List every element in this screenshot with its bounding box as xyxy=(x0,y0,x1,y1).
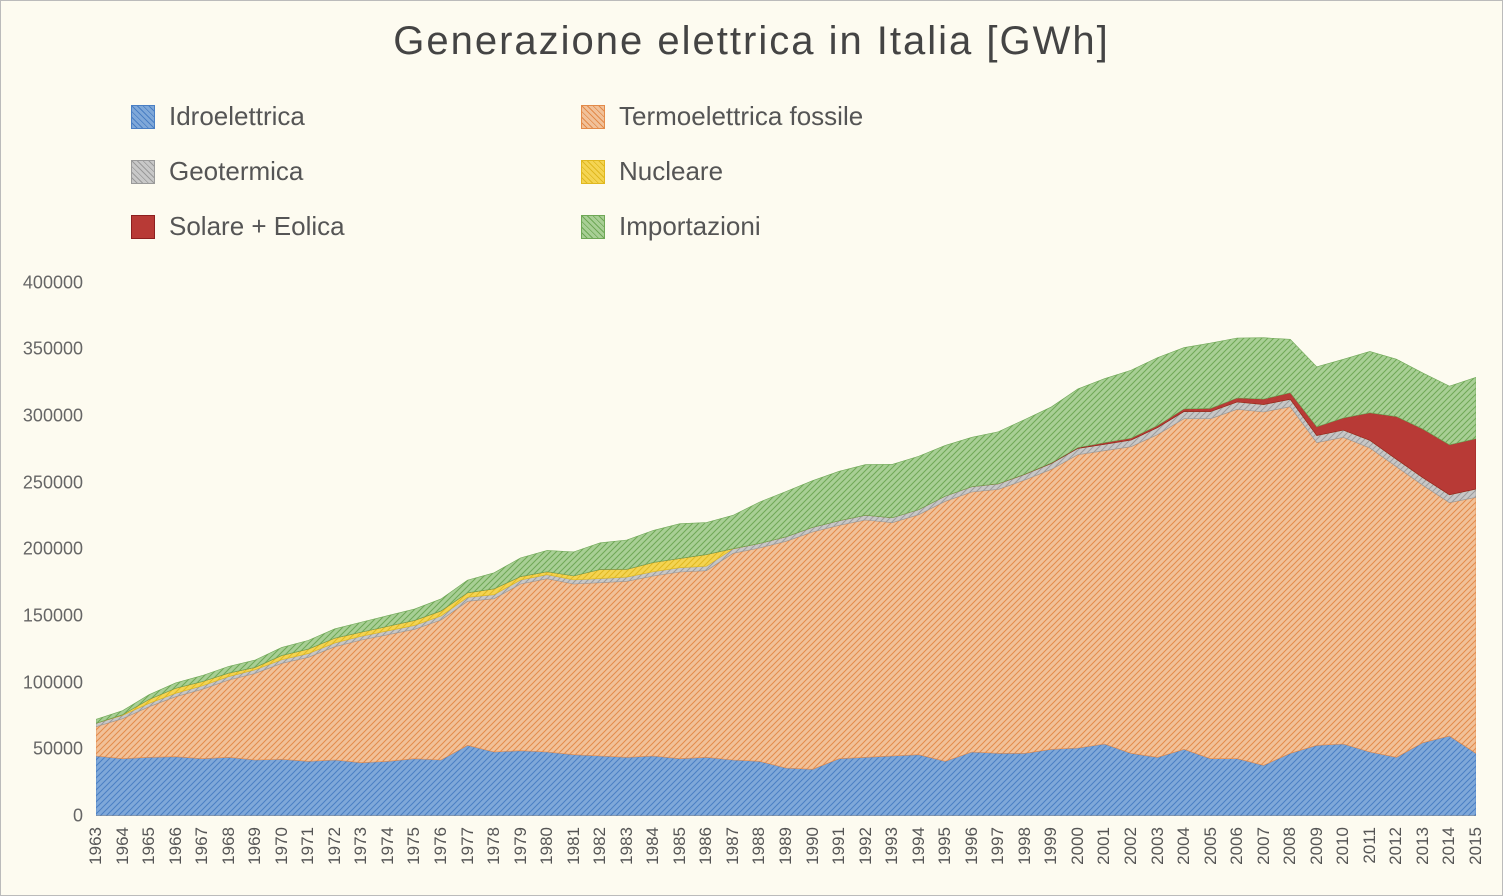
swatch-solare-eolica xyxy=(131,215,155,239)
x-tick-label: 2005 xyxy=(1201,827,1221,865)
x-tick-label: 1995 xyxy=(935,827,955,865)
legend-label: Termoelettrica fossile xyxy=(619,101,863,132)
x-tick-label: 1978 xyxy=(484,827,504,865)
x-tick-label: 2002 xyxy=(1121,827,1141,865)
legend-item-idroelettrica: Idroelettrica xyxy=(131,101,511,132)
x-tick-label: 1972 xyxy=(325,827,345,865)
swatch-importazioni xyxy=(581,215,605,239)
x-tick-label: 1971 xyxy=(298,827,318,865)
x-tick-label: 2009 xyxy=(1307,827,1327,865)
y-tick-label: 350000 xyxy=(23,339,83,360)
x-tick-label: 1970 xyxy=(272,827,292,865)
x-tick-label: 1998 xyxy=(1015,827,1035,865)
y-tick-label: 300000 xyxy=(23,406,83,427)
x-tick-label: 1969 xyxy=(245,827,265,865)
legend-label: Solare + Eolica xyxy=(169,211,345,242)
x-tick-label: 2000 xyxy=(1068,827,1088,865)
x-axis-labels: 1963196419651966196719681969197019711972… xyxy=(96,823,1476,893)
y-tick-label: 400000 xyxy=(23,272,83,293)
x-tick-label: 1984 xyxy=(643,827,663,865)
legend-item-geotermica: Geotermica xyxy=(131,156,511,187)
x-tick-label: 1983 xyxy=(617,827,637,865)
x-tick-label: 1999 xyxy=(1041,827,1061,865)
y-tick-label: 0 xyxy=(73,806,83,827)
x-tick-label: 1965 xyxy=(139,827,159,865)
x-tick-label: 2001 xyxy=(1094,827,1114,865)
legend-label: Geotermica xyxy=(169,156,303,187)
swatch-termoelettrica xyxy=(581,105,605,129)
y-tick-label: 200000 xyxy=(23,539,83,560)
x-tick-label: 1966 xyxy=(166,827,186,865)
x-tick-label: 1976 xyxy=(431,827,451,865)
x-tick-label: 2010 xyxy=(1333,827,1353,865)
x-tick-label: 1964 xyxy=(113,827,133,865)
x-tick-label: 1975 xyxy=(404,827,424,865)
x-tick-label: 1988 xyxy=(749,827,769,865)
x-tick-label: 1986 xyxy=(696,827,716,865)
legend-label: Nucleare xyxy=(619,156,723,187)
x-tick-label: 1985 xyxy=(670,827,690,865)
chart-container: Generazione elettrica in Italia [GWh] Id… xyxy=(0,0,1503,896)
x-tick-label: 1973 xyxy=(351,827,371,865)
x-tick-label: 1997 xyxy=(988,827,1008,865)
x-tick-label: 1980 xyxy=(537,827,557,865)
plot-area xyxy=(96,256,1476,816)
x-tick-label: 2012 xyxy=(1386,827,1406,865)
x-tick-label: 1981 xyxy=(564,827,584,865)
swatch-nucleare xyxy=(581,160,605,184)
x-tick-label: 1987 xyxy=(723,827,743,865)
x-tick-label: 1992 xyxy=(856,827,876,865)
legend: Idroelettrica Termoelettrica fossile Geo… xyxy=(131,101,961,266)
legend-item-solare-eolica: Solare + Eolica xyxy=(131,211,511,242)
swatch-geotermica xyxy=(131,160,155,184)
x-tick-label: 2013 xyxy=(1413,827,1433,865)
x-tick-label: 1963 xyxy=(86,827,106,865)
x-tick-label: 1977 xyxy=(458,827,478,865)
x-tick-label: 1968 xyxy=(219,827,239,865)
y-tick-label: 100000 xyxy=(23,672,83,693)
x-tick-label: 2008 xyxy=(1280,827,1300,865)
x-tick-label: 1991 xyxy=(829,827,849,865)
legend-item-importazioni: Importazioni xyxy=(581,211,961,242)
x-tick-label: 1982 xyxy=(590,827,610,865)
x-tick-label: 2006 xyxy=(1227,827,1247,865)
x-tick-label: 2014 xyxy=(1439,827,1459,865)
x-tick-label: 1974 xyxy=(378,827,398,865)
legend-label: Idroelettrica xyxy=(169,101,305,132)
x-tick-label: 2011 xyxy=(1360,827,1380,864)
x-tick-label: 1993 xyxy=(882,827,902,865)
x-tick-label: 1967 xyxy=(192,827,212,865)
y-tick-label: 50000 xyxy=(33,739,83,760)
x-tick-label: 1996 xyxy=(962,827,982,865)
y-tick-label: 250000 xyxy=(23,472,83,493)
swatch-idroelettrica xyxy=(131,105,155,129)
x-tick-label: 1994 xyxy=(909,827,929,865)
y-tick-label: 150000 xyxy=(23,606,83,627)
y-axis-labels: 0500001000001500002000002500003000003500… xyxy=(1,256,89,816)
x-tick-label: 1979 xyxy=(511,827,531,865)
x-tick-label: 2007 xyxy=(1254,827,1274,865)
legend-item-termoelettrica: Termoelettrica fossile xyxy=(581,101,961,132)
x-tick-label: 2015 xyxy=(1466,827,1486,865)
chart-title: Generazione elettrica in Italia [GWh] xyxy=(1,1,1502,64)
x-tick-label: 1990 xyxy=(803,827,823,865)
x-tick-label: 1989 xyxy=(776,827,796,865)
x-tick-label: 2003 xyxy=(1148,827,1168,865)
x-tick-label: 2004 xyxy=(1174,827,1194,865)
legend-label: Importazioni xyxy=(619,211,761,242)
area-svg xyxy=(96,256,1476,816)
legend-item-nucleare: Nucleare xyxy=(581,156,961,187)
